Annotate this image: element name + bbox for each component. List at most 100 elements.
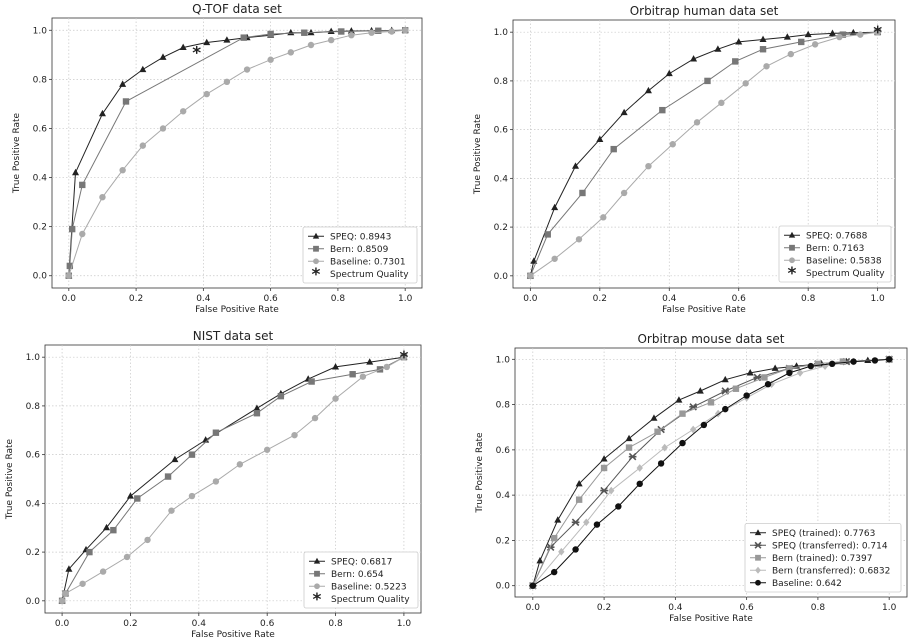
- y-tick-label: 0.2: [494, 223, 508, 233]
- data-point-circle: [359, 373, 367, 380]
- legend-entry: Baseline: 0.7301: [308, 257, 406, 267]
- data-point-circle: [287, 49, 295, 56]
- legend-entry: Baseline: 0.5223: [309, 582, 407, 592]
- y-tick-label: 0.8: [494, 77, 509, 87]
- data-point-triangle: [536, 556, 544, 564]
- y-tick-label: 0.4: [33, 174, 48, 184]
- data-point-circle: [311, 414, 319, 422]
- data-point-circle: [400, 353, 408, 361]
- legend-entry: Bern (trained): 0.7397: [750, 554, 872, 564]
- legend-marker-square: [755, 554, 761, 561]
- data-point-triangle: [571, 162, 580, 169]
- x-axis-label: False Positive Rate: [669, 614, 753, 624]
- data-point-circle: [857, 31, 864, 38]
- data-point-triangle: [828, 29, 837, 36]
- x-tick-label: 0.6: [732, 294, 747, 304]
- data-point-triangle: [332, 363, 340, 370]
- data-point-circle: [65, 272, 73, 279]
- y-tick-label: 0.0: [494, 272, 509, 282]
- legend-marker-square: [313, 245, 319, 252]
- data-point-circle: [811, 41, 819, 48]
- x-tick-label: 0.0: [62, 294, 77, 304]
- y-tick-label: 0.8: [33, 75, 48, 85]
- data-point-triangle: [783, 33, 791, 40]
- data-point-circle: [168, 507, 175, 514]
- data-point-triangle: [600, 455, 608, 462]
- y-tick-label: 1.0: [26, 353, 41, 363]
- data-point-triangle: [620, 108, 628, 116]
- data-point-circle: [620, 189, 628, 197]
- data-point-circle: [657, 460, 665, 467]
- chart-title: Orbitrap mouse data set: [637, 332, 784, 346]
- x-tick-label: 0.6: [260, 619, 275, 629]
- y-tick-label: 0.8: [496, 401, 511, 411]
- data-point-circle: [203, 90, 210, 98]
- data-point-square: [338, 28, 345, 35]
- y-tick-label: 0.4: [496, 491, 511, 501]
- data-point-triangle: [665, 69, 673, 77]
- data-point-square: [349, 371, 356, 378]
- series-star: *: [192, 43, 201, 63]
- data-point-circle: [307, 41, 315, 49]
- data-point-circle: [693, 119, 701, 126]
- x-tick-label: 0.0: [55, 619, 70, 629]
- data-point-circle: [593, 521, 601, 528]
- data-point-x: [600, 486, 608, 495]
- y-tick-label: 0.0: [26, 597, 41, 607]
- y-tick-label: 0.8: [26, 402, 41, 412]
- legend: SPEQ: 0.7688 Bern: 0.7163 Baseline: 0.5838…: [778, 225, 892, 284]
- legend-marker-square: [314, 570, 320, 577]
- data-point-square: [839, 31, 847, 38]
- data-point-circle: [243, 66, 251, 73]
- legend-entry: Baseline: 0.642: [750, 579, 842, 589]
- data-point-triangle: [179, 43, 187, 51]
- y-tick-label: 0.0: [496, 582, 511, 592]
- data-point-triangle: [203, 38, 211, 46]
- data-point-square: [600, 464, 608, 472]
- x-tick-label: 0.4: [668, 603, 683, 613]
- legend-entry: * Spectrum Quality: [312, 265, 410, 285]
- legend-entry: * Spectrum Quality: [313, 590, 411, 610]
- x-tick-label: 0.6: [739, 603, 754, 613]
- data-point-circle: [885, 356, 893, 363]
- legend-marker-star: *: [788, 264, 797, 284]
- data-point-circle: [79, 580, 86, 587]
- data-point-circle: [383, 363, 391, 371]
- data-point-circle: [615, 503, 622, 510]
- legend-marker-triangle: [313, 557, 321, 564]
- chart-panel-4: Orbitrap mouse data set 0.0 0.2 0.4 0.6 0.8 1.…: [475, 332, 908, 624]
- y-tick-label: 0.6: [26, 451, 41, 461]
- data-point-circle: [159, 125, 167, 132]
- legend-marker-diamond: [755, 566, 761, 574]
- chart-title: Orbitrap human data set: [630, 4, 779, 18]
- legend-label: SPEQ: 0.7688: [806, 231, 868, 241]
- data-point-circle: [388, 28, 395, 35]
- data-point-circle: [267, 56, 274, 63]
- data-point-triangle: [650, 414, 658, 421]
- legend-entry: Bern (transferred): 0.6832: [750, 566, 890, 576]
- legend-marker-circle: [789, 257, 795, 264]
- y-tick-label: 1.0: [494, 28, 509, 38]
- data-point-square: [839, 358, 847, 365]
- legend-label: Baseline: 0.5838: [806, 256, 882, 266]
- x-tick-label: 0.8: [328, 619, 343, 629]
- data-point-square: [679, 410, 686, 417]
- data-point-circle: [58, 597, 66, 605]
- data-point-square: [134, 495, 141, 502]
- data-point-triangle: [347, 27, 355, 34]
- data-point-circle: [99, 568, 107, 575]
- data-point-circle: [401, 27, 409, 34]
- series-circle: [529, 356, 893, 589]
- data-point-square: [579, 189, 586, 197]
- data-point-circle: [327, 36, 335, 44]
- x-tick-label: 1.0: [398, 294, 413, 304]
- data-point-square: [277, 392, 285, 400]
- data-point-square: [188, 451, 196, 458]
- data-point-square: [308, 378, 315, 385]
- data-point-x: [628, 452, 637, 461]
- legend-label: SPEQ: 0.6817: [331, 557, 392, 567]
- data-point-star: *: [192, 43, 201, 63]
- data-point-diamond: [661, 443, 668, 452]
- y-tick-label: 0.6: [496, 446, 511, 456]
- data-point-circle: [551, 255, 558, 262]
